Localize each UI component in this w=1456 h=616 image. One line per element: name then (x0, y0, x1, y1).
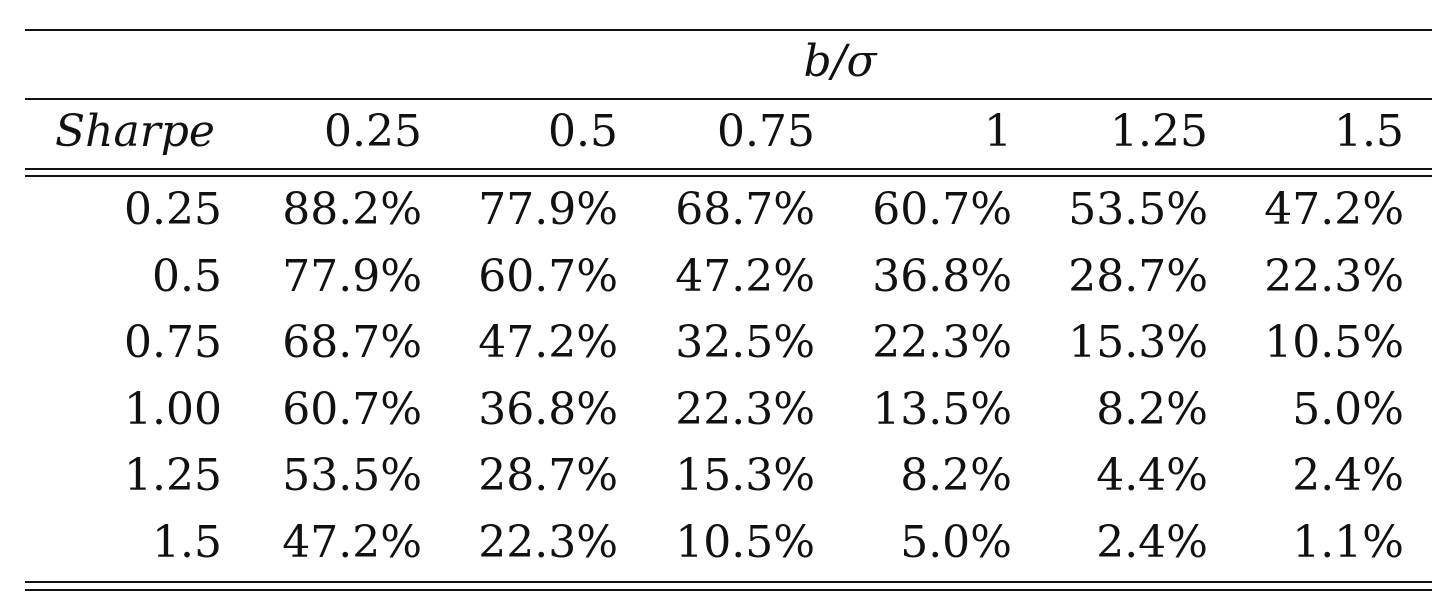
row-header: 0.5 (152, 250, 222, 302)
table-cell: 28.7% (1068, 250, 1208, 302)
table-cell: 15.3% (1068, 317, 1208, 368)
top-rule (25, 29, 1432, 31)
table-cell: 13.5% (872, 383, 1012, 435)
table-cell: 4.4% (1096, 450, 1208, 501)
table-cell: 28.7% (478, 450, 618, 501)
table-cell: 60.7% (872, 184, 1012, 235)
table-cell: 22.3% (1264, 250, 1404, 302)
table-cell: 68.7% (282, 317, 422, 368)
table-cell: 10.5% (675, 516, 815, 568)
row-header: 0.75 (124, 317, 222, 368)
table-cell: 36.8% (478, 383, 618, 435)
table-cell: 10.5% (1264, 317, 1404, 368)
table-cell: 77.9% (282, 250, 422, 302)
table-cell: 2.4% (1292, 450, 1404, 501)
row-header: 1.00 (124, 383, 222, 435)
table-cell: 68.7% (675, 184, 815, 235)
row-header: 1.25 (124, 450, 222, 501)
table-cell: 47.2% (282, 516, 422, 568)
column-header: 1 (984, 106, 1012, 157)
table-cell: 47.2% (1264, 184, 1404, 235)
table-cell: 5.0% (1292, 383, 1404, 435)
column-header: 1.5 (1334, 106, 1404, 157)
table-cell: 15.3% (675, 450, 815, 501)
row-header: 1.5 (152, 516, 222, 568)
table-cell: 32.5% (675, 317, 815, 368)
table-cell: 47.2% (478, 317, 618, 368)
table-cell: 36.8% (872, 250, 1012, 302)
table-cell: 8.2% (900, 450, 1012, 501)
table-cell: 53.5% (282, 450, 422, 501)
column-header: 1.25 (1110, 106, 1208, 157)
header-rule (25, 175, 1432, 177)
table-cell: 88.2% (282, 184, 422, 235)
table-cell: 60.7% (282, 383, 422, 435)
column-header: 0.5 (548, 106, 618, 157)
table-cell: 53.5% (1068, 184, 1208, 235)
table-cell: 77.9% (478, 184, 618, 235)
table-cell: 1.1% (1292, 516, 1404, 568)
table-cell: 22.3% (478, 516, 618, 568)
table-cell: 8.2% (1096, 383, 1208, 435)
group-rule (25, 98, 1432, 100)
row-header: 0.25 (124, 184, 222, 235)
table-cell: 60.7% (478, 250, 618, 302)
bottom-rule (25, 581, 1432, 583)
table-cell: 5.0% (900, 516, 1012, 568)
table-cell: 2.4% (1096, 516, 1208, 568)
table-cell: 47.2% (675, 250, 815, 302)
column-header: 0.75 (717, 106, 815, 157)
table-cell: 22.3% (872, 317, 1012, 368)
column-header: 0.25 (324, 106, 422, 157)
header-rule (25, 168, 1432, 170)
row-header-title: Sharpe (55, 106, 215, 157)
column-group-header: b/σ (803, 36, 877, 87)
bottom-rule (25, 589, 1432, 591)
table-cell: 22.3% (675, 383, 815, 435)
